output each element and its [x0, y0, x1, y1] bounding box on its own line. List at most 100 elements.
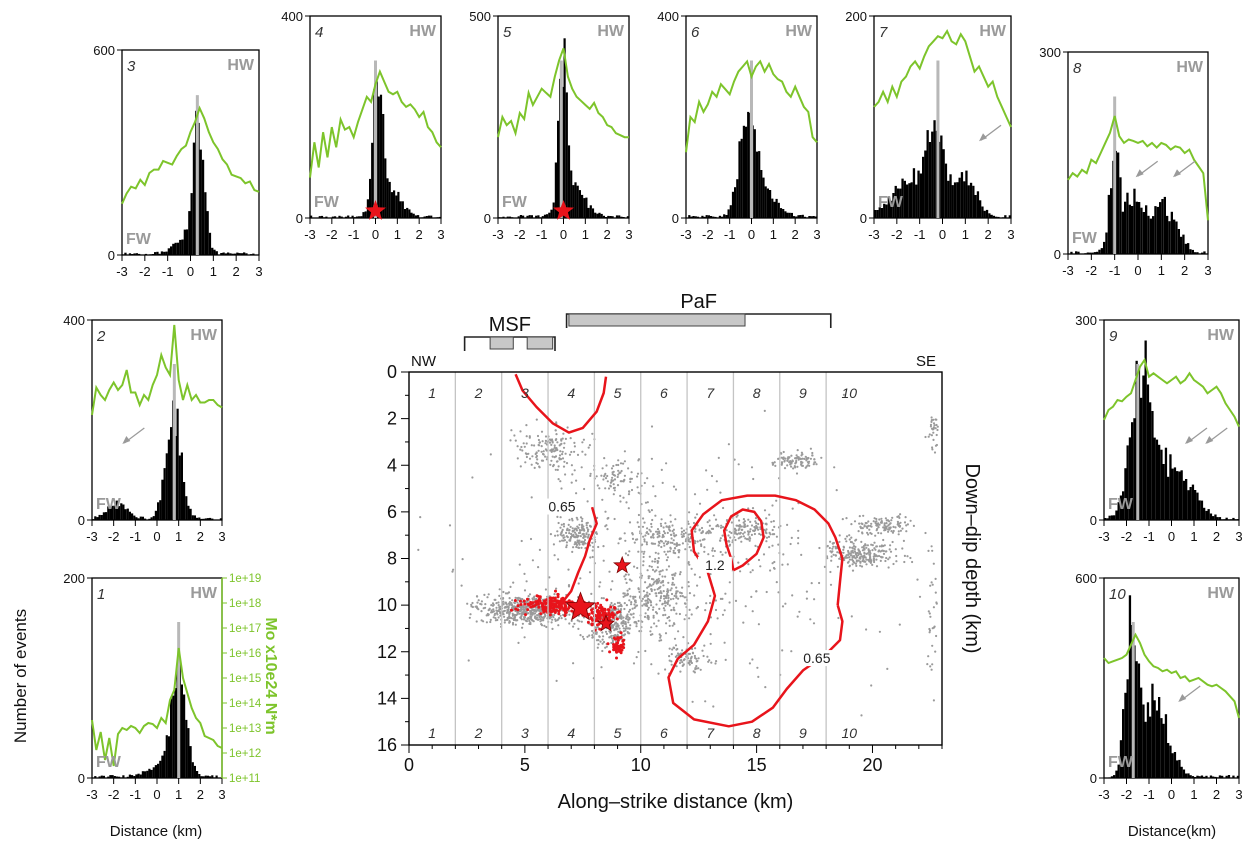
aftershock-dot: [832, 545, 835, 548]
histogram-bar: [1146, 702, 1150, 778]
aftershock-dot: [627, 493, 631, 496]
aftershock-dot: [559, 450, 562, 453]
aftershock-dot: [580, 520, 584, 523]
aftershock-dot: [881, 556, 884, 559]
histogram-bar: [1115, 510, 1118, 520]
aftershock-dot: [624, 539, 627, 542]
aftershock-dot: [568, 613, 571, 616]
aftershock-dot: [616, 623, 619, 626]
aftershock-dot: [625, 581, 628, 585]
histogram-bar: [128, 774, 131, 778]
mainshock-sequence-dot: [596, 623, 599, 627]
aftershock-dot: [796, 615, 799, 618]
aftershock-dot: [684, 602, 687, 605]
x-tick-label: -2: [1086, 263, 1098, 278]
aftershock-dot: [933, 625, 936, 628]
aftershock-dot: [554, 429, 557, 432]
x-left-title: Distance (km): [110, 823, 203, 840]
histogram-bar: [131, 775, 134, 778]
aftershock-dot: [682, 532, 686, 536]
histogram-bar: [157, 763, 160, 778]
aftershock-dot: [622, 462, 625, 465]
aftershock-dot: [596, 626, 600, 629]
aftershock-dot: [799, 457, 803, 461]
aftershock-dot: [480, 619, 483, 622]
aftershock-dot: [729, 536, 732, 539]
aftershock-dot: [628, 617, 631, 621]
aftershock-dot: [848, 558, 852, 561]
aftershock-dot: [521, 598, 524, 601]
histogram-bar: [924, 150, 927, 218]
histogram-bar: [801, 214, 804, 218]
aftershock-dot: [872, 520, 875, 523]
aftershock-dot: [574, 541, 577, 544]
x-tick-label: 0: [187, 264, 194, 279]
x-tick-label: -3: [492, 227, 504, 242]
aftershock-dot: [818, 581, 821, 585]
aftershock-dot: [525, 455, 529, 459]
aftershock-dot: [550, 443, 553, 446]
aftershock-dot: [633, 600, 637, 603]
histogram-bar: [150, 769, 153, 778]
moment-curve: [1103, 632, 1240, 719]
aftershock-dot: [672, 549, 675, 552]
histogram-bar: [1171, 468, 1174, 520]
aftershock-dot: [852, 560, 855, 564]
histogram-bar: [992, 215, 995, 218]
histogram-bar: [245, 253, 248, 255]
aftershock-dot: [623, 450, 627, 453]
aftershock-dot: [559, 443, 562, 446]
histogram-bar: [731, 191, 735, 218]
histogram-bar: [797, 215, 800, 218]
aftershock-dot: [670, 537, 673, 540]
aftershock-dot: [775, 535, 779, 538]
aftershock-dot: [673, 594, 676, 598]
aftershock-dot: [786, 563, 789, 566]
aftershock-dot: [829, 550, 832, 553]
histogram-bar: [1223, 519, 1226, 520]
histogram-bar: [1170, 211, 1173, 254]
aftershock-dot: [754, 544, 757, 548]
aftershock-dot: [672, 597, 675, 600]
histogram-bar: [554, 162, 557, 218]
aftershock-dot: [648, 528, 651, 531]
aftershock-dot: [643, 481, 646, 485]
aftershock-dot: [510, 617, 513, 620]
aftershock-dot: [891, 531, 895, 534]
aftershock-dot: [542, 450, 545, 453]
aftershock-dot: [590, 592, 593, 596]
histogram-bar: [1203, 507, 1206, 520]
aftershock-dot: [619, 613, 622, 616]
aftershock-dot: [604, 630, 608, 633]
histogram-bar: [591, 208, 595, 218]
aftershock-dot: [608, 570, 611, 573]
aftershock-dot: [728, 601, 731, 604]
aftershock-dot: [930, 434, 934, 437]
aftershock-dot: [490, 604, 493, 607]
histogram-bar: [917, 170, 920, 218]
mainshock-sequence-dot: [518, 599, 522, 603]
aftershock-dot: [851, 558, 854, 561]
aftershock-dot: [781, 649, 784, 652]
aftershock-dot: [658, 607, 661, 611]
aftershock-dot: [647, 532, 650, 536]
aftershock-dot: [652, 485, 655, 488]
histogram-bar: [613, 217, 616, 218]
aftershock-dot: [748, 536, 751, 539]
histogram-bar: [1214, 514, 1217, 520]
histogram-bar: [211, 518, 214, 520]
aftershock-dot: [559, 533, 562, 536]
aftershock-dot: [681, 542, 685, 545]
aftershock-dot: [651, 560, 654, 563]
histogram-bar: [537, 215, 540, 218]
aftershock-dot: [899, 513, 902, 516]
aftershock-dot: [675, 665, 678, 668]
histogram-bar: [1169, 745, 1172, 778]
aftershock-dot: [679, 571, 682, 574]
aftershock-dot: [672, 532, 675, 535]
histogram-bar: [1184, 243, 1187, 254]
contour-label: 1.2: [705, 557, 725, 573]
aftershock-dot: [859, 560, 862, 563]
contour-label: 0.65: [548, 499, 575, 515]
aftershock-dot: [601, 467, 604, 470]
